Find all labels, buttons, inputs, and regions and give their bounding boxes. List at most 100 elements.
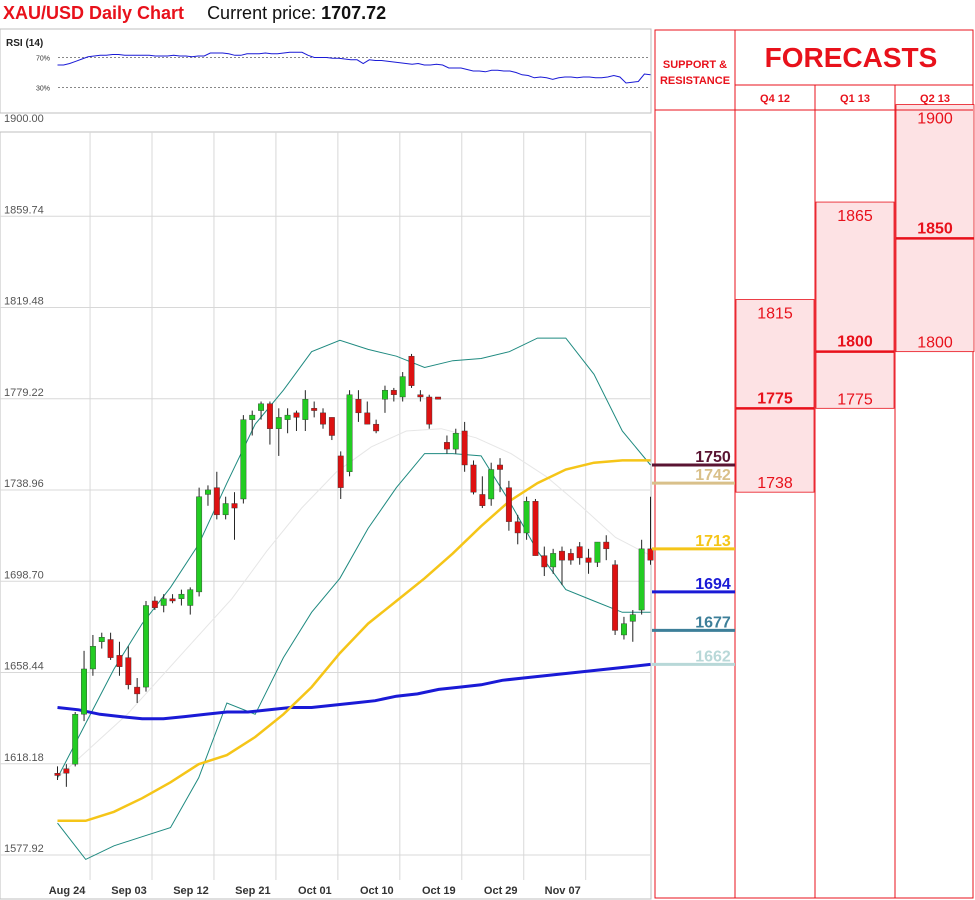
candle-body xyxy=(399,376,406,398)
y-tick-label: 1779.22 xyxy=(4,387,44,399)
candle-body xyxy=(98,637,105,642)
candle-body xyxy=(523,501,530,534)
candle-body xyxy=(293,412,300,418)
forecast-range xyxy=(815,201,895,409)
sr-heading-line2: RESISTANCE xyxy=(660,75,730,87)
candle-body xyxy=(488,469,495,500)
candle-body xyxy=(328,417,335,436)
candle-body xyxy=(452,433,459,450)
x-tick-label: Oct 01 xyxy=(298,885,332,897)
sr-heading-line1: SUPPORT & xyxy=(663,59,727,71)
candle-body xyxy=(89,646,96,670)
candle-body xyxy=(63,768,70,774)
rsi-30-label: 30% xyxy=(36,86,50,93)
forecast-values: 1815 1775 1738 1865 1800 1775 1900 1850 1800 xyxy=(736,111,974,492)
forecast-mid-value: 1775 xyxy=(757,390,793,407)
forecast-range xyxy=(735,299,815,493)
x-axis: Aug 24 Sep 03 Sep 12 Sep 21 Oct 01 Oct 10 Oct … xyxy=(49,885,581,897)
indicators xyxy=(57,337,651,861)
rsi-70-label: 70% xyxy=(36,56,50,63)
forecast-table: SUPPORT & RESISTANCE FORECASTS Q4 12 Q1 … xyxy=(652,29,975,899)
candle-body xyxy=(497,464,503,470)
level-label: 1742 xyxy=(695,467,731,484)
y-tick-label: 1859.74 xyxy=(4,204,44,216)
candle-body xyxy=(125,657,132,686)
candle-body xyxy=(470,464,477,493)
candle-body xyxy=(284,414,291,420)
candle-body xyxy=(390,389,397,395)
sma-mid-line xyxy=(57,459,651,823)
level-label: 1750 xyxy=(695,449,731,466)
rsi-label: RSI (14) xyxy=(6,38,43,49)
forecast-mid-value: 1850 xyxy=(917,220,953,237)
candle-body xyxy=(222,503,229,516)
y-tick-label: 1658.44 xyxy=(4,661,44,673)
candle-body xyxy=(337,455,344,488)
y-tick-label: 1738.96 xyxy=(4,478,44,490)
candle-body xyxy=(461,430,468,466)
candle-body xyxy=(72,714,79,765)
sma-long-line xyxy=(57,662,651,721)
candle-body xyxy=(505,487,512,522)
price-panel xyxy=(0,131,652,900)
x-tick-label: Oct 19 xyxy=(422,885,456,897)
candle-body xyxy=(594,541,601,563)
forecast-fills xyxy=(735,104,975,493)
x-tick-label: Sep 12 xyxy=(173,885,208,897)
candle-body xyxy=(612,564,619,631)
candle-body xyxy=(621,623,627,636)
bollinger-lower-line xyxy=(57,453,651,861)
level-label: 1662 xyxy=(695,648,731,665)
forecast-mid-value: 1800 xyxy=(837,334,873,351)
y-tick-label: 1618.18 xyxy=(4,752,44,764)
forecast-high-value: 1865 xyxy=(837,208,873,225)
candle-body xyxy=(169,598,176,602)
candle-body xyxy=(567,553,574,561)
candle-body xyxy=(143,605,149,688)
candle-body xyxy=(187,589,194,606)
candle-body xyxy=(266,403,273,429)
candle-body xyxy=(240,419,247,500)
candle-body xyxy=(81,668,87,715)
candle-body xyxy=(382,389,388,400)
candle-body xyxy=(116,655,123,667)
x-tick-label: Oct 29 xyxy=(484,885,518,897)
x-tick-label: Aug 24 xyxy=(49,885,87,897)
chart-title-bar: XAU/USD Daily Chart Current price: 1707.… xyxy=(3,3,386,24)
candle-body xyxy=(576,546,583,559)
candle-body xyxy=(514,521,521,534)
rsi-panel xyxy=(0,28,652,114)
candle-body xyxy=(479,494,486,506)
candle-body xyxy=(435,396,442,400)
y-tick-label: 1900.00 xyxy=(4,113,44,125)
candle-body xyxy=(54,773,61,776)
forecast-high-value: 1815 xyxy=(757,306,793,323)
candle-body xyxy=(373,423,380,432)
candle-body xyxy=(178,593,185,599)
candle-body xyxy=(249,414,256,420)
current-price-value: 1707.72 xyxy=(321,3,387,23)
candle-body xyxy=(603,541,610,550)
rsi-line xyxy=(57,51,651,84)
x-tick-label: Sep 21 xyxy=(235,885,270,897)
candle-body xyxy=(107,639,114,658)
candle-body xyxy=(151,600,158,608)
level-label: 1694 xyxy=(695,576,731,593)
candle-body xyxy=(443,442,450,450)
y-tick-label: 1819.48 xyxy=(4,296,44,308)
y-tick-label: 1577.92 xyxy=(4,843,44,855)
current-price-label: Current price: xyxy=(207,3,317,23)
candle-body xyxy=(364,412,371,425)
candle-body xyxy=(311,408,318,411)
chart-title: XAU/USD Daily Chart xyxy=(3,3,185,23)
candle-body xyxy=(417,394,424,398)
candle-body xyxy=(134,686,141,695)
candle-body xyxy=(629,614,636,622)
forecast-low-value: 1775 xyxy=(837,391,873,408)
forecast-low-value: 1800 xyxy=(917,335,953,352)
candle-body xyxy=(275,417,282,429)
y-tick-label: 1698.70 xyxy=(4,569,44,581)
forecast-high-value: 1900 xyxy=(917,111,953,128)
x-tick-label: Oct 10 xyxy=(360,885,394,897)
